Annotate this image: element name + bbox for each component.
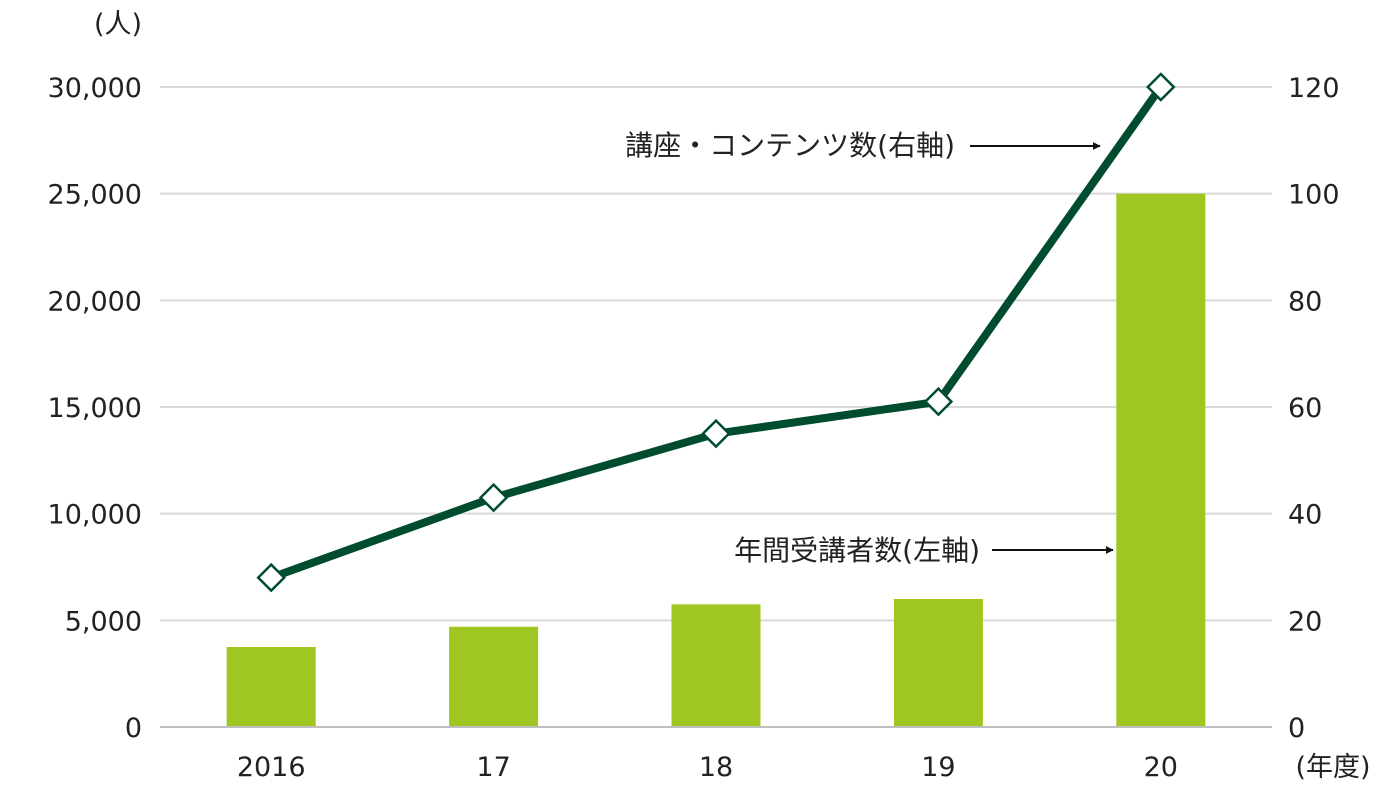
x-axis-tick-label: 17 <box>476 752 510 783</box>
left-axis-tick-label: 25,000 <box>48 180 142 211</box>
bar <box>671 604 761 727</box>
x-axis-tick-label: 20 <box>1144 752 1178 783</box>
right-axis-tick-label: 120 <box>1288 73 1340 104</box>
right-axis-tick-label: 20 <box>1288 606 1322 637</box>
right-axis-tick-label: 100 <box>1288 180 1340 211</box>
right-axis-tick-label: 80 <box>1288 286 1322 317</box>
left-axis-tick-label: 5,000 <box>65 606 142 637</box>
right-axis-tick-label: 0 <box>1288 713 1305 744</box>
bar <box>226 647 316 727</box>
left-axis-tick-label: 20,000 <box>48 286 142 317</box>
bar-series <box>226 193 1206 727</box>
line-series-annotation-label: 講座・コンテンツ数(右軸) <box>625 129 955 162</box>
line-point-marker <box>701 418 731 449</box>
right-axis-tick-label: 40 <box>1288 500 1322 531</box>
bar <box>1116 193 1206 727</box>
line-point-marker <box>1146 72 1176 102</box>
x-axis-tick-label: 19 <box>921 752 955 783</box>
bar-series-annotation: 年間受講者数(左軸) <box>734 534 1114 567</box>
line-series <box>256 72 1176 593</box>
x-axis-tick-label: 2016 <box>237 752 306 783</box>
line-point-marker <box>923 386 954 417</box>
right-axis-tick-label: 60 <box>1288 393 1322 424</box>
bar <box>893 599 983 727</box>
left-axis-tick-label: 15,000 <box>48 393 142 424</box>
line-point-marker <box>478 482 509 513</box>
left-axis-tick-label: 10,000 <box>48 500 142 531</box>
line-point-marker <box>256 562 286 593</box>
left-axis-tick-label: 0 <box>125 713 142 744</box>
x-axis-tick-label: 18 <box>699 752 733 783</box>
left-axis-tick-label: 30,000 <box>48 73 142 104</box>
left-axis-unit-label: (人) <box>94 9 142 40</box>
x-axis-unit-label: (年度) <box>1295 752 1370 783</box>
gridlines <box>160 86 1272 622</box>
bar <box>449 626 539 727</box>
bar-series-annotation-label: 年間受講者数(左軸) <box>734 534 980 567</box>
axes: 0 5,000 10,000 15,000 20,000 25,000 30,000 0 20 4… <box>48 73 1340 783</box>
line-series-annotation: 講座・コンテンツ数(右軸) <box>625 129 1101 162</box>
